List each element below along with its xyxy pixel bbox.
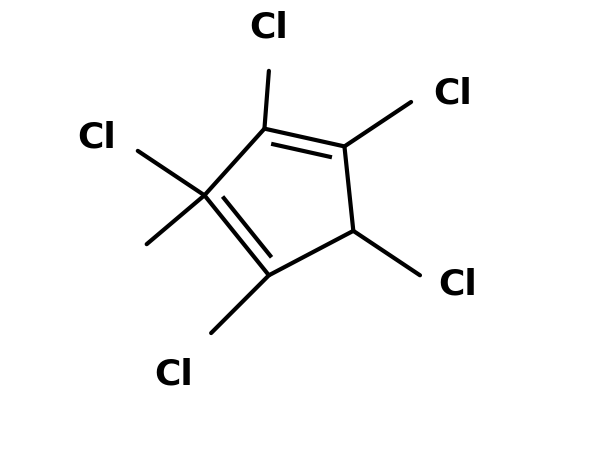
Text: Cl: Cl [433,76,472,110]
Text: Cl: Cl [438,267,476,301]
Text: Cl: Cl [77,121,116,154]
Text: Cl: Cl [250,10,288,44]
Text: Cl: Cl [155,357,193,392]
